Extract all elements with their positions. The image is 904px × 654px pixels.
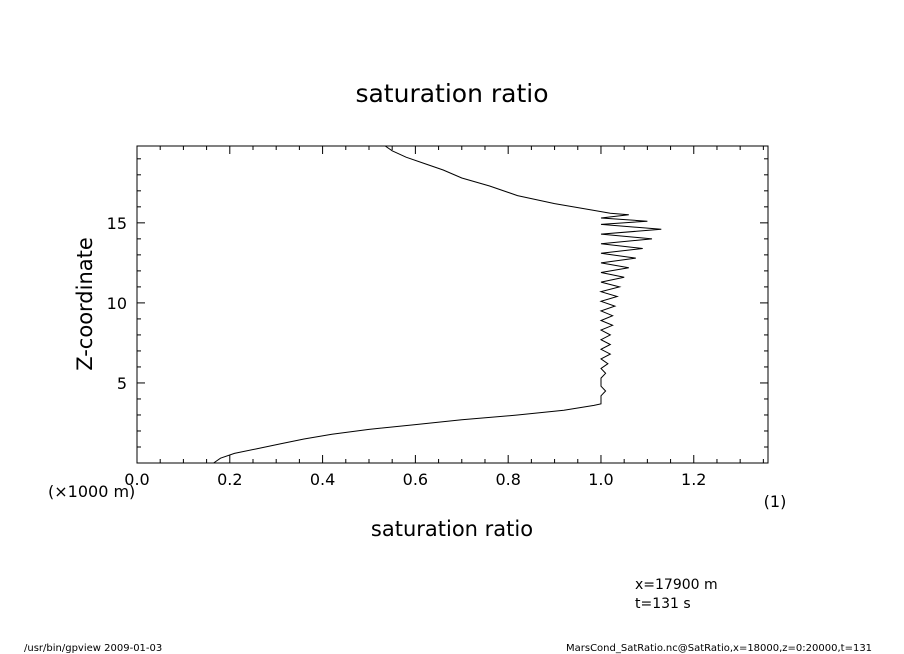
x-axis-unit: (1) (764, 492, 787, 511)
x-tick-label: 1.0 (588, 470, 613, 489)
y-tick-label: 10 (107, 294, 127, 313)
x-tick-label: 0.2 (217, 470, 242, 489)
x-tick-label: 1.2 (681, 470, 706, 489)
y-tick-labels: 5 10 15 (107, 214, 127, 393)
minor-ticks (137, 146, 768, 463)
x-axis-title: saturation ratio (371, 517, 533, 541)
chart-title: saturation ratio (355, 79, 548, 108)
footer-right: MarsCond_SatRatio.nc@SatRatio,x=18000,z=… (566, 643, 872, 654)
y-axis-title: Z-coordinate (73, 237, 97, 371)
footer-left: /usr/bin/gpview 2009-01-03 (24, 643, 162, 654)
y-tick-label: 5 (117, 374, 127, 393)
major-ticks (136, 146, 768, 463)
x-tick-label: 0.0 (124, 470, 149, 489)
plot-frame (136, 145, 769, 464)
x-tick-label: 0.4 (310, 470, 335, 489)
x-tick-label: 0.6 (403, 470, 428, 489)
y-tick-label: 15 (107, 214, 127, 233)
x-tick-label: 0.8 (495, 470, 520, 489)
x-tick-labels: 0.0 0.2 0.4 0.6 0.8 1.0 1.2 (124, 470, 706, 489)
y-axis-unit: (×1000 m) (48, 482, 135, 501)
info-t: t=131 s (635, 596, 691, 612)
info-x: x=17900 m (635, 577, 718, 593)
series-line (213, 145, 662, 464)
